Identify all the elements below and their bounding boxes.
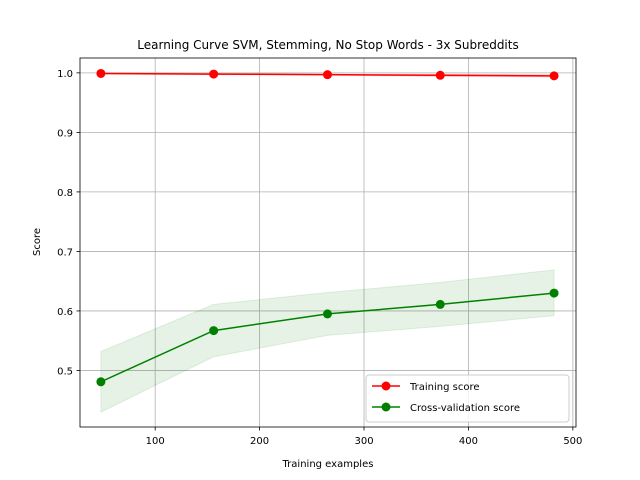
y-tick-label: 0.5 (57, 366, 73, 377)
chart-title: Learning Curve SVM, Stemming, No Stop Wo… (137, 38, 518, 52)
data-point (322, 70, 332, 80)
x-tick-label: 500 (563, 436, 582, 447)
y-tick-label: 0.8 (57, 188, 73, 199)
data-point (549, 71, 559, 81)
data-point (209, 69, 219, 79)
data-point (96, 377, 106, 387)
y-tick-label: 0.6 (57, 307, 73, 318)
series-lines (96, 68, 559, 387)
x-tick-label: 300 (354, 436, 373, 447)
data-point (322, 309, 332, 319)
y-tick-label: 0.9 (57, 128, 73, 139)
legend: Training score Cross-validation score (365, 374, 570, 423)
plot-frame (79, 57, 577, 428)
data-point (549, 288, 559, 298)
x-axis-title: Training examples (282, 459, 374, 470)
y-axis-title: Score (32, 228, 43, 256)
data-point (435, 299, 445, 309)
y-tick-label: 1.0 (57, 69, 73, 80)
y-tick-label: 0.7 (57, 247, 73, 258)
data-point (96, 68, 106, 78)
axes: 100 200 300 400 500 0.5 0.6 0.7 0.8 0.9 1.0 (57, 57, 582, 447)
x-tick-label: 200 (250, 436, 269, 447)
legend-frame (365, 374, 570, 423)
legend-marker (381, 381, 391, 391)
legend-label: Cross-validation score (410, 403, 520, 414)
legend-marker (381, 402, 391, 412)
legend-label: Training score (409, 382, 480, 393)
x-tick-label: 100 (146, 436, 165, 447)
data-point (209, 326, 219, 336)
x-tick-label: 400 (459, 436, 478, 447)
data-point (435, 70, 445, 80)
